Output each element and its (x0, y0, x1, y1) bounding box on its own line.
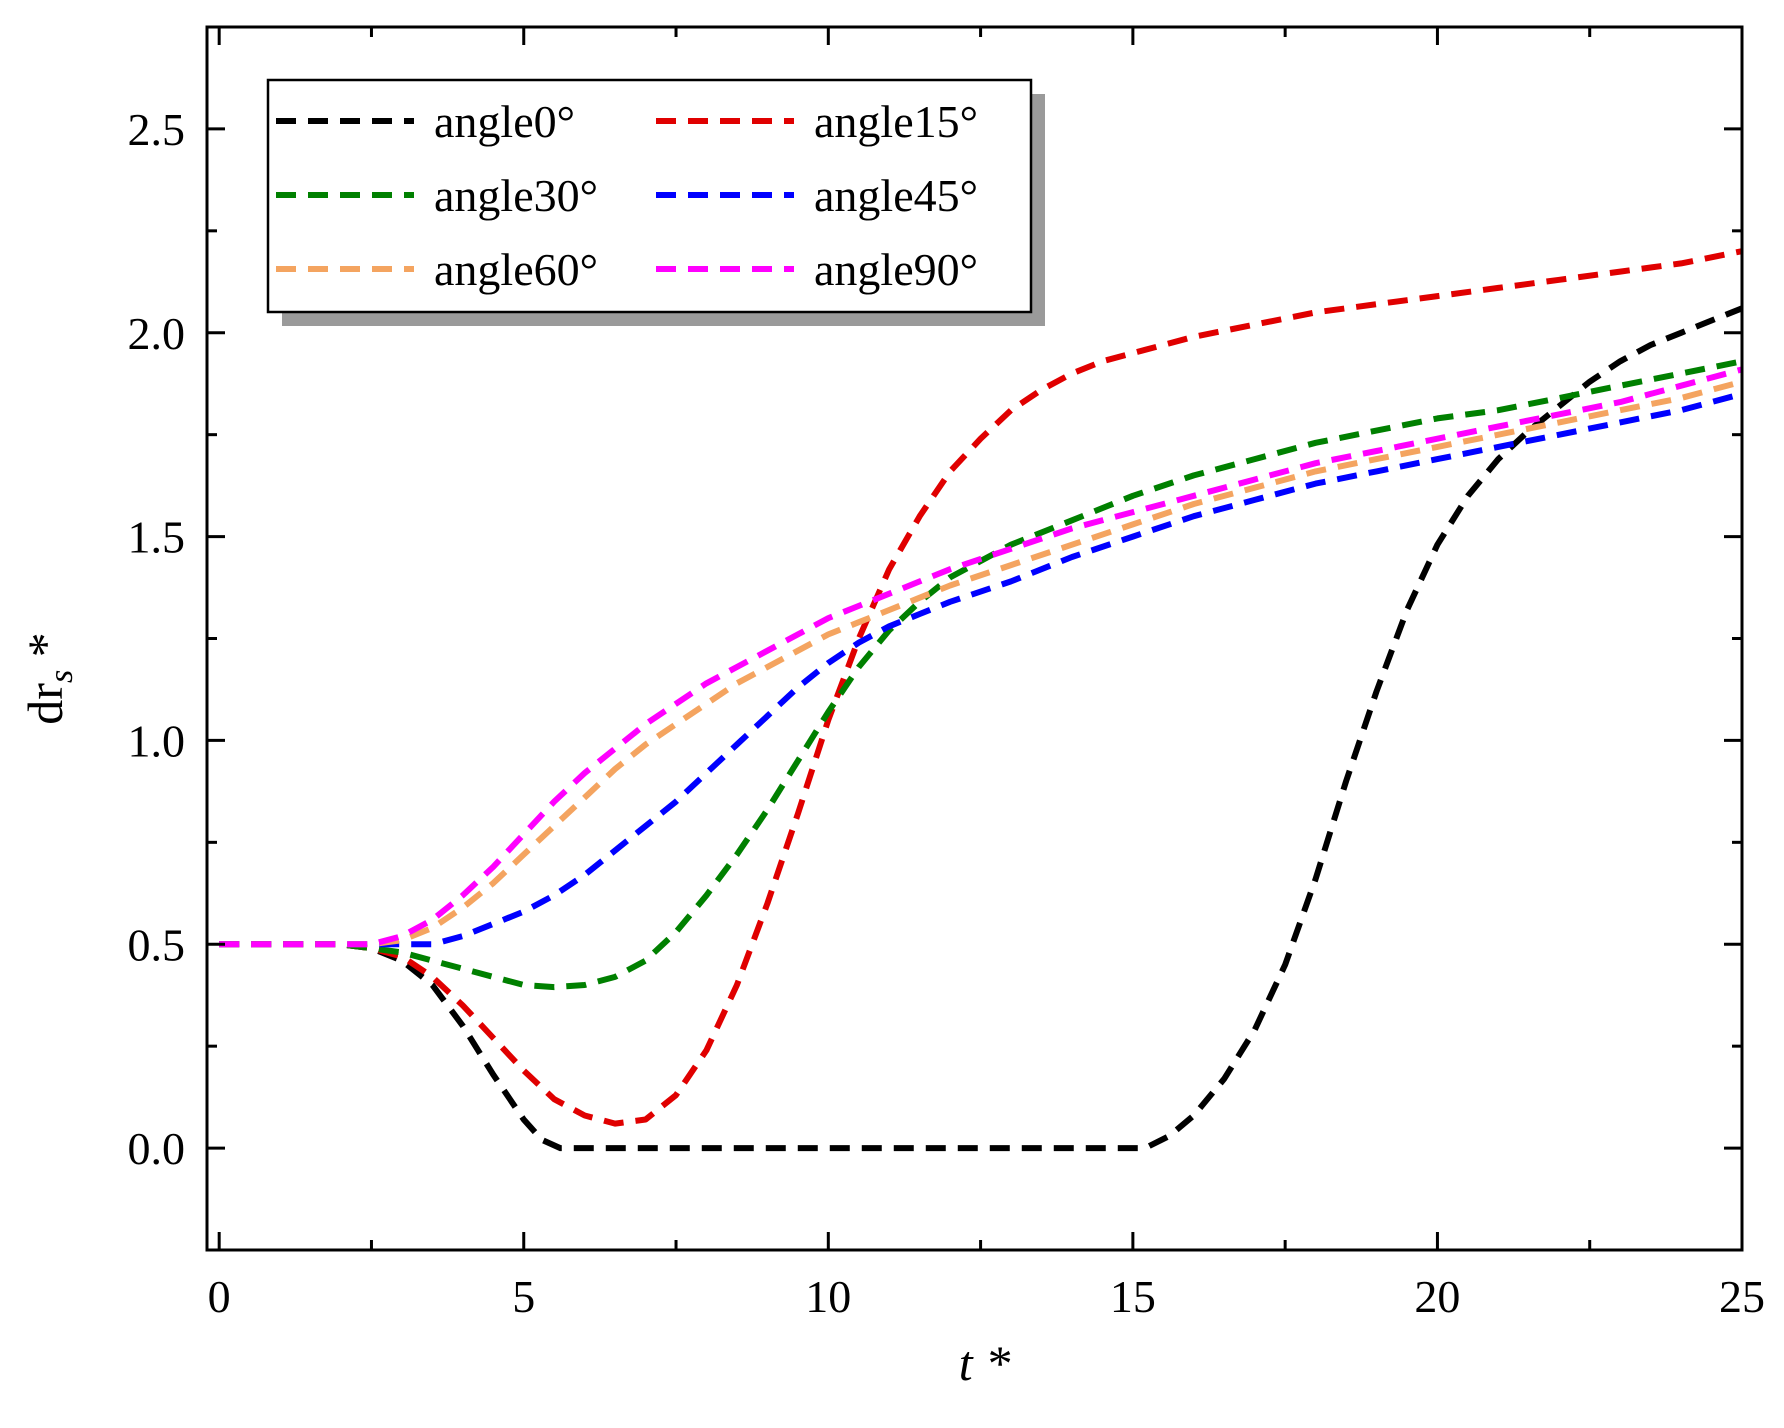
series-line-5 (219, 366, 1743, 948)
y-tick-label: 1.0 (128, 715, 186, 766)
x-tick-label: 20 (1414, 1271, 1460, 1322)
x-tick-label: 5 (512, 1271, 535, 1322)
legend-label-5: angle90° (814, 244, 978, 295)
y-axis-title-subscript: s (43, 670, 80, 683)
x-tick-label: 25 (1719, 1271, 1765, 1322)
y-tick-label: 0.0 (128, 1123, 186, 1174)
y-axis-title-main: dr (17, 683, 73, 725)
y-tick-label: 1.5 (128, 512, 186, 563)
y-tick-label: 2.0 (128, 308, 186, 359)
legend-label-0: angle0° (434, 96, 575, 147)
y-axis-title: drs * (17, 632, 80, 724)
x-tick-label: 0 (208, 1271, 231, 1322)
y-tick-label: 2.5 (128, 104, 186, 155)
legend-label-3: angle45° (814, 170, 978, 221)
series-line-1 (219, 248, 1743, 1127)
legend: angle0° angle15° angle30° angle45° angle60° a… (266, 78, 1045, 326)
y-tick-label: 0.5 (128, 919, 186, 970)
legend-label-4: angle60° (434, 244, 598, 295)
y-axis-title-tail: * (17, 632, 73, 670)
series-line-4 (219, 378, 1743, 948)
x-axis-title: t * (959, 1335, 1010, 1391)
legend-box (266, 78, 1033, 314)
series-layer (219, 248, 1744, 1152)
series-line-2 (219, 358, 1743, 991)
legend-label-2: angle30° (434, 170, 598, 221)
x-tick-label: 15 (1110, 1271, 1156, 1322)
legend-label-1: angle15° (814, 96, 978, 147)
x-tick-label: 10 (805, 1271, 851, 1322)
series-line-3 (219, 391, 1743, 948)
axis-ticks: 0 5 10 15 20 25 0.0 0.5 1.0 1.5 2.0 2.5 (128, 27, 1765, 1322)
series-line-0 (219, 305, 1744, 1152)
